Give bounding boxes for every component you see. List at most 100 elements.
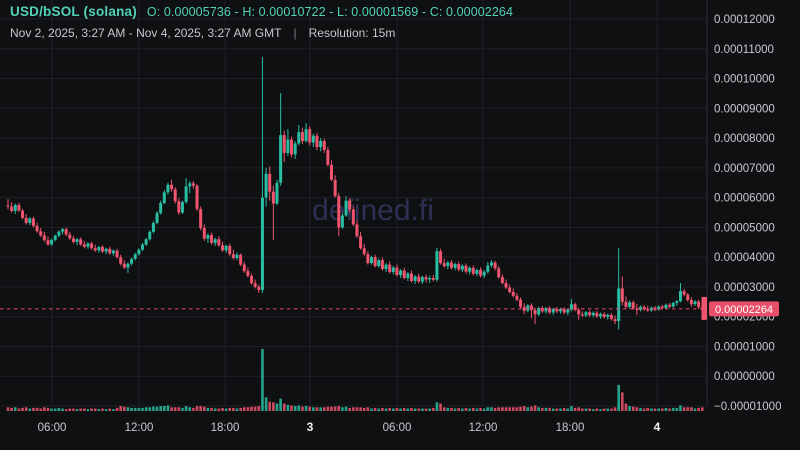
candle-body: [468, 267, 472, 272]
volume-bar: [493, 407, 497, 411]
volume-bar: [395, 407, 399, 411]
candle-body: [482, 271, 486, 276]
volume-bar: [64, 409, 68, 411]
candle-body: [613, 319, 617, 322]
time-axis[interactable]: 06:00 12:00 18:00 3 06:00 12:00 18:00 4: [38, 420, 661, 434]
price-axis-label: 0.00007000: [714, 163, 775, 175]
candle-body: [486, 265, 490, 272]
volume-bar: [282, 403, 286, 411]
volume-bar: [562, 407, 566, 411]
volume-bar: [606, 408, 610, 411]
volume-bar: [217, 408, 221, 411]
candle-body: [42, 235, 46, 241]
pair-title[interactable]: USD/bSOL (solana): [10, 4, 137, 19]
candle-body: [148, 231, 152, 240]
volume-bar: [435, 402, 439, 411]
volume-bar: [319, 407, 322, 411]
volume-bar: [628, 406, 631, 411]
volume-bar: [621, 392, 624, 411]
candle-body: [515, 295, 519, 300]
volume-bar: [697, 407, 700, 411]
candle-body: [71, 238, 75, 242]
candle-body: [566, 309, 570, 313]
volume-bar: [253, 406, 257, 411]
candle-body: [460, 265, 464, 270]
candle-body: [602, 314, 606, 317]
candle-body: [682, 291, 686, 295]
volume-bar: [602, 408, 606, 411]
header-subtitle-row: Nov 2, 2025, 3:27 AM - Nov 4, 2025, 3:27…: [10, 27, 513, 39]
current-price-label: 0.00002264: [715, 304, 773, 316]
volume-bar: [163, 406, 166, 411]
candle-body: [79, 239, 83, 245]
candle-body: [344, 200, 348, 216]
volume-bar: [668, 408, 671, 411]
price-axis[interactable]: 0.00012000 0.00011000 0.00010000 0.00009000…: [714, 14, 781, 413]
candle-body: [406, 273, 410, 278]
candle-body: [210, 235, 214, 243]
volume-bar: [631, 406, 635, 411]
volume-bar: [188, 407, 192, 411]
candle-body: [544, 308, 548, 312]
volume-bar: [159, 406, 162, 411]
volume-bar: [468, 408, 471, 411]
resolution-label: Resolution: 15m: [308, 25, 396, 40]
price-axis-label: 0.00008000: [714, 133, 775, 145]
candle-body: [108, 248, 112, 254]
volume-bar: [228, 407, 232, 411]
candle-body: [380, 260, 384, 270]
candle-body: [377, 260, 381, 267]
candle-body: [162, 192, 166, 203]
volume-bar: [700, 407, 704, 411]
volume-bar: [123, 406, 126, 411]
candle-body: [290, 139, 294, 155]
time-axis-label: 12:00: [469, 422, 498, 434]
volume-bar: [39, 408, 43, 411]
candle-body: [213, 239, 217, 243]
time-axis-label: 06:00: [383, 422, 412, 434]
candle-body: [497, 268, 501, 278]
volume-bar: [653, 408, 657, 411]
volume-bar: [486, 407, 490, 411]
candle-body: [217, 239, 221, 246]
candle-body: [508, 287, 512, 292]
time-axis-label: 06:00: [38, 422, 67, 434]
candle-body: [90, 243, 94, 249]
candle-body: [166, 184, 170, 193]
candle-body: [351, 209, 355, 225]
volume-bar: [112, 409, 115, 411]
volume-bar: [352, 407, 355, 411]
volume-bar: [173, 407, 177, 411]
volume-bars: [6, 349, 704, 411]
price-axis-label: 0.00009000: [714, 103, 775, 115]
candle-body: [17, 205, 21, 211]
volume-bar: [46, 407, 50, 411]
price-axis-label: 0.00004000: [714, 252, 775, 264]
candle-body: [522, 306, 526, 311]
candle-body: [668, 304, 672, 307]
volume-bar: [490, 407, 493, 411]
candle-body: [231, 254, 235, 259]
volume-bar: [537, 407, 541, 411]
candle-body: [559, 308, 563, 312]
volume-bar: [366, 407, 370, 411]
candle-body: [293, 143, 297, 155]
volume-bar: [482, 408, 486, 411]
candle-body: [282, 135, 286, 153]
candle-body: [228, 245, 232, 255]
volume-bar: [671, 407, 675, 411]
candle-body: [409, 273, 413, 281]
volume-bar: [388, 407, 391, 411]
volume-bar: [293, 406, 297, 411]
volume-bar: [406, 408, 410, 411]
candle-body: [155, 213, 159, 223]
candle-body: [286, 139, 290, 153]
header-title-row: USD/bSOL (solana) O: 0.00005736 - H: 0.0…: [10, 5, 513, 19]
candle-body: [388, 264, 392, 273]
volume-bar: [373, 407, 377, 411]
candle-body: [359, 236, 363, 249]
candle-body: [519, 299, 523, 307]
candle-body: [420, 277, 424, 282]
candle-body: [126, 263, 130, 268]
